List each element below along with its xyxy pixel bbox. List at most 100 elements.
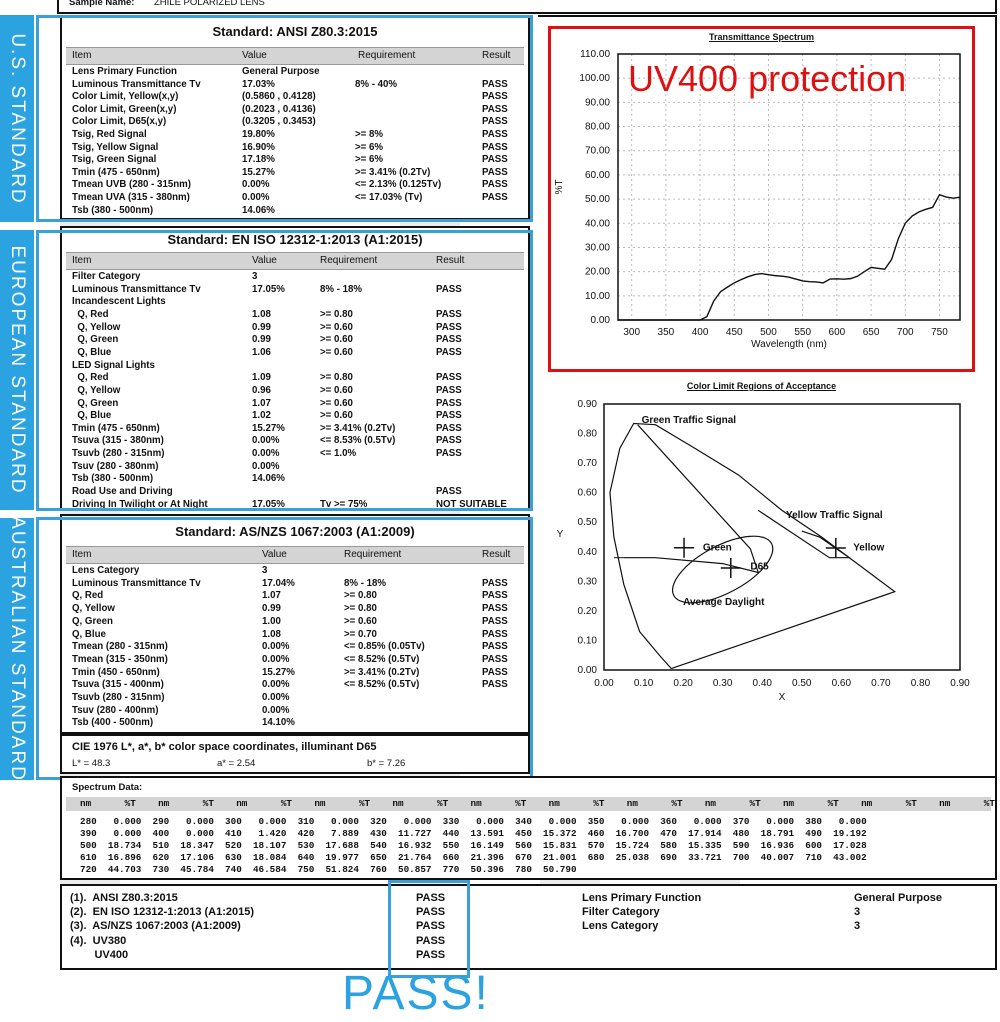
table-row: Q, Blue 1.08 >= 0.70 PASS (72, 629, 528, 642)
x-axis-label: X (779, 692, 786, 703)
x-tick-label: 0.70 (871, 678, 891, 689)
requirement-cell: >= 8% (355, 129, 384, 140)
chart-annotation: Green Traffic Signal (642, 415, 737, 426)
result-cell: PASS (482, 679, 508, 691)
item-cell: Tsuvb (280 - 315nm) (72, 448, 165, 460)
value-cell: 0.00% (262, 641, 290, 653)
summary-prop-value: 3 (854, 906, 861, 919)
table-row: Tmean UVB (280 - 315nm) 0.00% <= 2.13% (0.… (72, 179, 528, 192)
value-cell: 17.04% (262, 577, 295, 589)
value-cell: 0.00% (262, 704, 290, 716)
chart-annotation: Green (703, 542, 732, 553)
requirement-cell: <= 8.53% (0.5Tv) (320, 435, 396, 447)
table-row: Color Limit, Yellow(x,y) (0.5860 , 0.4128… (72, 91, 528, 104)
x-tick-label: 0.40 (752, 678, 772, 689)
au-standard-panel: Standard: AS/NZS 1067:2003 (A1:2009) Ite… (60, 514, 530, 734)
value-cell: (0.3205 , 0.3453) (242, 116, 316, 128)
spectrum-row: 280 0.000 290 0.000 300 0.000 310 0.000 … (80, 816, 867, 827)
table-row: Q, Red 1.09 >= 0.80 PASS (72, 372, 528, 385)
y-tick-label: 0.00 (591, 315, 611, 326)
table-row: Tmin (475 - 650nm) 15.27% >= 3.41% (0.2Tv)… (72, 423, 528, 436)
table-row: Q, Yellow 0.99 >= 0.60 PASS (72, 322, 528, 335)
table-row: Tsuvb (280 - 315nm) 0.00% <= 1.0% PASS (72, 448, 528, 461)
y-tick-label: 0.20 (578, 606, 598, 617)
col-value: Value (262, 549, 287, 560)
item-cell: Color Limit, Green(x,y) (72, 103, 177, 115)
item-cell: Tmean (315 - 350nm) (72, 653, 168, 665)
value-cell: 3 (252, 271, 258, 282)
table-row: Tmean UVA (315 - 380nm) 0.00% <= 17.03% (T… (72, 192, 528, 205)
pass-highlight (388, 880, 470, 978)
requirement-cell: >= 0.60 (320, 384, 353, 396)
requirement-cell: >= 6% (355, 154, 384, 166)
x-tick-label: 300 (623, 327, 640, 338)
requirement-cell: 8% - 18% (320, 283, 362, 295)
result-cell: PASS (482, 166, 508, 178)
x-tick-label: 750 (931, 327, 948, 338)
chart-annotation: Yellow Traffic Signal (786, 510, 883, 521)
item-cell: Tsuva (315 - 380nm) (72, 435, 164, 447)
x-tick-label: 650 (863, 327, 880, 338)
item-cell: Tsuv (280 - 380nm) (72, 460, 159, 472)
table-row: Q, Blue 1.02 >= 0.60 PASS (72, 410, 528, 423)
sample-header: Sample Name: ZHILE POLARIZED LENS (57, 0, 997, 14)
y-tick-label: 0.70 (578, 458, 598, 469)
x-tick-label: 0.80 (911, 678, 931, 689)
x-tick-label: 0.00 (594, 678, 614, 689)
table-row: Lens Category 3 (72, 565, 528, 578)
result-cell: PASS (482, 615, 508, 627)
y-tick-label: 100.00 (579, 73, 610, 84)
table-row: Color Limit, Green(x,y) (0.2023 , 0.4136)… (72, 104, 528, 117)
item-cell: Filter Category (72, 271, 141, 282)
y-axis-label: Y (557, 529, 564, 540)
requirement-cell: <= 17.03% (Tv) (355, 192, 423, 203)
value-cell: 0.99 (252, 334, 271, 346)
value-cell: (0.5860 , 0.4128) (242, 91, 316, 103)
result-cell: PASS (482, 116, 508, 128)
requirement-cell: <= 8.52% (0.5Tv) (344, 653, 420, 665)
x-tick-label: 450 (726, 327, 743, 338)
spectrum-data-panel: Spectrum Data: nm %T nm %T nm %T nm %T n… (60, 776, 997, 880)
value-cell: 1.08 (252, 308, 271, 320)
value-cell: 1.00 (262, 615, 281, 627)
x-tick-label: 0.60 (832, 678, 852, 689)
summary-result: PASS (416, 948, 446, 961)
summary-standard: (4). UV380 (70, 934, 127, 947)
col-result: Result (482, 549, 511, 560)
table-row: Q, Red 1.07 >= 0.80 PASS (72, 590, 528, 603)
eu-standard-panel: Standard: EN ISO 12312-1:2013 (A1:2015) … (60, 226, 530, 511)
item-cell: Luminous Transmittance Tv (72, 577, 201, 589)
requirement-cell: >= 0.80 (344, 603, 377, 615)
x-tick-label: 0.20 (673, 678, 693, 689)
result-cell: PASS (482, 641, 508, 653)
spectrum-header: nm %T nm %T nm %T nm %T nm %T nm %T nm %… (80, 798, 995, 809)
table-row: Tsuvb (280 - 315nm) 0.00% (72, 692, 528, 705)
value-cell: 17.05% (252, 283, 285, 295)
result-cell: PASS (436, 334, 462, 346)
requirement-cell: >= 0.80 (320, 308, 353, 320)
value-cell: 1.06 (252, 346, 271, 358)
col-result: Result (436, 255, 465, 266)
value-cell: 1.08 (262, 628, 281, 640)
side-tab-au: AUSTRALIAN STANDARD (0, 516, 34, 782)
value-cell: 16.90% (242, 141, 275, 153)
table-row: LED Signal Lights (72, 360, 528, 373)
item-cell: Tsuv (280 - 400nm) (72, 704, 159, 716)
side-tab-us: U.S. STANDARD (0, 15, 34, 222)
table-row: Tsb (380 - 500nm) 14.06% (72, 205, 528, 218)
summary-panel: (1). ANSI Z80.3:2015 (2). EN ISO 12312-1:… (60, 884, 997, 970)
table-row: Lens Primary Function General Purpose (72, 66, 528, 79)
table-row: Tsuva (315 - 380nm) 0.00% <= 8.53% (0.5Tv)… (72, 435, 528, 448)
value-cell: 1.07 (252, 397, 271, 409)
item-cell: Incandescent Lights (72, 296, 166, 308)
y-tick-label: 0.60 (578, 488, 598, 499)
table-row: Luminous Transmittance Tv 17.03% 8% - 40% P… (72, 79, 528, 92)
item-cell: Q, Green (72, 397, 119, 409)
y-tick-label: 0.40 (578, 547, 598, 558)
x-tick-label: 0.30 (713, 678, 733, 689)
table-row: Tmin (475 - 650nm) 15.27% >= 3.41% (0.2Tv)… (72, 167, 528, 180)
item-cell: LED Signal Lights (72, 359, 155, 371)
item-cell: Tsb (400 - 500nm) (72, 717, 154, 729)
big-pass-label: PASS! (342, 967, 490, 1020)
result-cell: PASS (482, 590, 508, 602)
